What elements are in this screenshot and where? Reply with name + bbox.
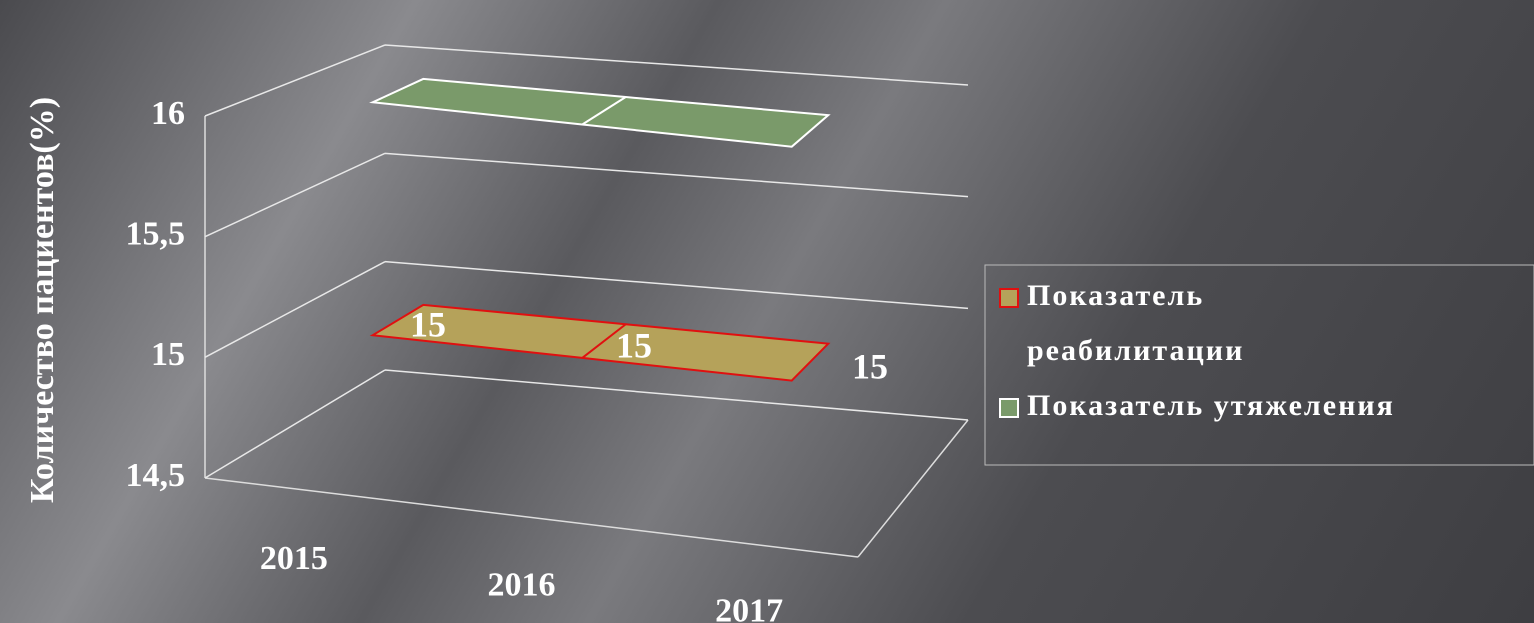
x-tick-label: 2015 bbox=[260, 540, 328, 577]
y-tick-label: 15,5 bbox=[126, 215, 186, 252]
y-tick-label: 15 bbox=[151, 336, 185, 373]
grid-line bbox=[204, 152, 969, 238]
grid-line bbox=[204, 369, 969, 479]
x-tick-label: 2016 bbox=[488, 566, 556, 603]
legend-label: Показатель утяжеления bbox=[1027, 389, 1395, 422]
x-tick-label: 2017 bbox=[715, 593, 783, 623]
legend-swatch bbox=[999, 398, 1019, 418]
grid-line bbox=[204, 260, 969, 358]
ribbon-joint bbox=[581, 323, 627, 359]
legend-label: Показатель реабилитации bbox=[1027, 279, 1244, 367]
legend-swatch bbox=[999, 288, 1019, 308]
y-tick-label: 16 bbox=[151, 95, 185, 132]
legend-label-line: реабилитации bbox=[1027, 334, 1244, 367]
y-tick-label: 14,5 bbox=[126, 457, 186, 494]
data-label: 15 bbox=[852, 346, 888, 386]
data-label: 15 bbox=[410, 304, 446, 344]
legend-label-line: Показатель bbox=[1027, 279, 1204, 312]
data-label: 15 bbox=[616, 325, 652, 365]
ribbon-joint bbox=[581, 96, 627, 126]
axis-frame bbox=[204, 116, 969, 558]
y-axis-title: Количество пациентов(%) bbox=[24, 97, 61, 503]
legend-box bbox=[984, 264, 1534, 466]
grid-line bbox=[204, 44, 969, 117]
